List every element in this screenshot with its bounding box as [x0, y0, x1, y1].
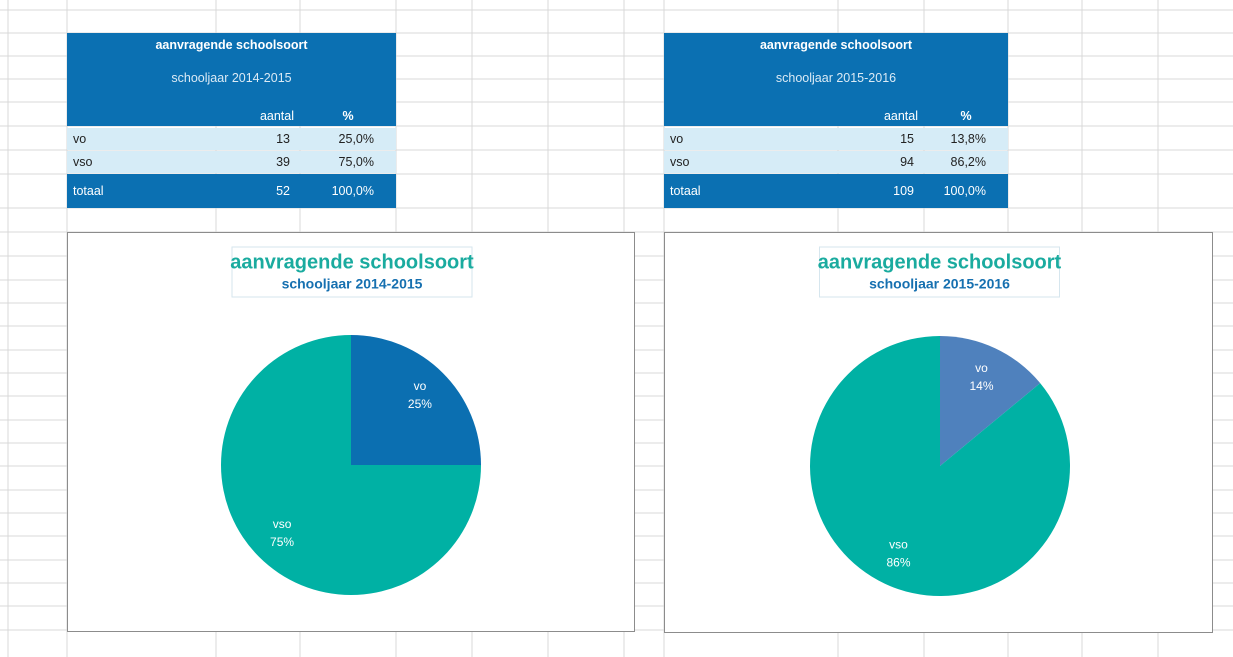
pie-slice [221, 335, 481, 595]
table-row-cell: 15 [900, 132, 914, 146]
slice-label: 75% [270, 535, 294, 549]
chart-title: aanvragende schoolsoort [818, 251, 1062, 273]
pie-chart: aanvragende schoolsoort schooljaar 2014-2… [67, 232, 635, 632]
table-total-cell: 100,0% [331, 184, 374, 198]
pie-slice [810, 336, 1070, 596]
chart-subtitle: schooljaar 2015-2016 [869, 276, 1010, 292]
slice-label: 86% [886, 555, 910, 569]
table-header-bg [67, 33, 396, 126]
table-title: aanvragende schoolsoort [155, 38, 308, 52]
table-header-bg [664, 33, 1008, 126]
table-row-cell: 25,0% [338, 132, 374, 146]
table-row-cell: 75,0% [338, 155, 374, 169]
title-box [231, 246, 473, 298]
pie-chart: aanvragende schoolsoort schooljaar 2015-2… [664, 232, 1213, 633]
table-total-bg [664, 174, 1008, 208]
slice-category: vso [889, 537, 908, 551]
table-row-bg [67, 151, 396, 173]
table-total-cell: 52 [276, 184, 290, 198]
column-header: aantal [883, 109, 918, 123]
table-row-cell: 86,2% [950, 155, 986, 169]
table-row-cell: 39 [276, 155, 290, 169]
title-box [819, 246, 1060, 298]
slice-category: vo [414, 379, 427, 393]
table-row-cell: vo [670, 132, 684, 146]
table-row-cell: 13,8% [950, 132, 986, 146]
table-row-cell: 94 [900, 155, 914, 169]
chart-subtitle: schooljaar 2014-2015 [282, 276, 423, 292]
chart-title: aanvragende schoolsoort [230, 251, 474, 273]
slice-label: 25% [408, 397, 432, 411]
table-row-bg [664, 128, 1008, 150]
table-row-bg [67, 128, 396, 150]
table-row-cell: 13 [276, 132, 290, 146]
column-header: % [342, 109, 354, 123]
table-title: aanvragende schoolsoort [759, 38, 913, 52]
table-row-cell: vso [73, 155, 93, 169]
column-header: % [960, 109, 972, 123]
table-row-cell: vo [73, 132, 87, 146]
column-header: aantal [259, 109, 294, 123]
slice-label: 14% [969, 379, 993, 393]
pie-slice [351, 335, 481, 465]
table-total-cell: 109 [893, 184, 914, 198]
table-total-cell: 100,0% [943, 184, 986, 198]
table-row-bg [664, 151, 1008, 173]
slice-category: vso [273, 517, 292, 531]
table-row-cell: vso [670, 155, 690, 169]
table-total-cell: totaal [670, 184, 701, 198]
table-total-bg [67, 174, 396, 208]
table-total-cell: totaal [73, 184, 104, 198]
table-subtitle: schooljaar 2014-2015 [171, 71, 292, 85]
table-subtitle: schooljaar 2015-2016 [775, 71, 897, 85]
slice-category: vo [975, 361, 988, 375]
pie-slice [940, 336, 1041, 466]
